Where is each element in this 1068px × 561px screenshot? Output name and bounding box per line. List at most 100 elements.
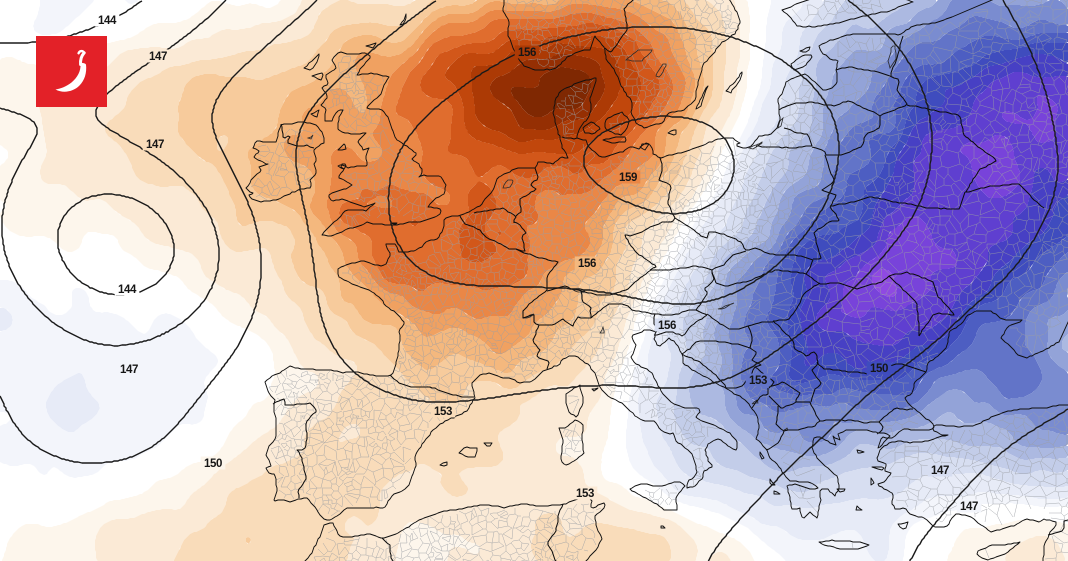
lake-outline	[783, 427, 789, 431]
country-border	[726, 366, 756, 389]
coastline	[602, 136, 627, 144]
chili-pepper-icon	[36, 36, 107, 107]
country-border	[532, 324, 550, 370]
country-border	[805, 273, 821, 285]
country-border	[1047, 519, 1068, 536]
admin-boundaries-layer	[250, 0, 1068, 561]
coastline	[439, 461, 448, 467]
country-border	[768, 395, 797, 409]
country-border	[820, 275, 890, 290]
contour-line-147	[0, 0, 227, 347]
country-border	[381, 537, 394, 561]
contour-label-mask	[430, 404, 456, 418]
country-border	[747, 325, 753, 349]
coastline	[582, 121, 601, 135]
country-border	[746, 247, 814, 261]
contour-line-150	[707, 0, 1059, 561]
coastline	[897, 521, 909, 530]
coastline	[320, 51, 447, 237]
country-border	[515, 167, 539, 217]
contour-label-mask	[94, 13, 120, 27]
country-border	[582, 269, 652, 296]
country-border	[835, 66, 891, 77]
country-border	[813, 206, 840, 260]
coastline	[365, 42, 377, 49]
country-border	[888, 275, 920, 336]
country-border	[810, 361, 822, 403]
pepper-stem-curl	[77, 49, 86, 55]
country-border	[809, 401, 821, 422]
lake-outline	[571, 288, 586, 293]
country-border	[515, 248, 559, 290]
country-border	[879, 89, 908, 117]
country-border	[590, 303, 655, 319]
coastline	[871, 466, 885, 471]
contour-label-mask	[114, 282, 140, 296]
coastline	[304, 498, 606, 561]
contour-label: 147	[149, 51, 167, 63]
contour-label-mask	[866, 361, 892, 375]
coastline	[483, 442, 493, 447]
contour-label: 156	[658, 320, 676, 332]
coastline	[759, 451, 765, 460]
coastline	[781, 0, 914, 28]
coastline-layer	[245, 0, 1068, 561]
contour-line-147	[909, 408, 1068, 561]
coastline	[667, 129, 677, 136]
country-borders-layer	[272, 0, 1068, 561]
lake-outline	[599, 325, 605, 334]
country-border	[280, 123, 315, 149]
country-border	[889, 75, 900, 91]
coastline	[340, 163, 347, 170]
country-border	[747, 321, 773, 327]
country-border	[888, 271, 955, 337]
country-border	[547, 503, 564, 561]
coastline	[264, 0, 1068, 521]
contour-label: 150	[204, 458, 222, 470]
contour-label: 159	[619, 172, 637, 184]
country-border	[272, 398, 317, 498]
coastline	[660, 525, 666, 529]
country-border	[765, 430, 785, 451]
contour-label: 156	[578, 258, 596, 270]
contour-line-156	[387, 26, 840, 305]
country-border	[522, 289, 548, 326]
country-border	[580, 290, 592, 318]
contour-label-mask	[927, 463, 953, 477]
coastline	[855, 505, 863, 511]
contour-labels-layer: 144 147 147 144 147 150 153 156 159 156 156 153 150 1…	[94, 13, 982, 513]
coastline	[311, 72, 324, 81]
contour-label: 150	[870, 363, 888, 375]
index-logo[interactable]	[36, 36, 107, 107]
country-border	[906, 104, 997, 193]
country-border	[473, 207, 517, 223]
country-border	[876, 421, 884, 435]
country-border	[711, 250, 747, 271]
country-border	[655, 309, 696, 316]
lake-outline	[887, 45, 897, 69]
contour-line-150	[0, 0, 318, 464]
contour-line-153	[295, 0, 933, 403]
contour-label: 153	[434, 406, 452, 418]
logo-background	[36, 36, 107, 107]
country-border	[624, 217, 676, 271]
coastline	[799, 46, 811, 53]
lake-outline	[717, 302, 735, 310]
admin-boundaries	[250, 0, 1068, 561]
coastline	[870, 477, 875, 486]
country-border	[820, 419, 879, 424]
lake-outline	[655, 63, 667, 78]
coastline	[639, 142, 650, 151]
coastline	[245, 121, 325, 203]
lake-outline	[777, 116, 784, 129]
contour-label-mask	[956, 499, 982, 513]
coastline	[558, 419, 585, 466]
country-border	[654, 314, 708, 337]
country-border	[830, 191, 966, 210]
contour-label-mask	[514, 45, 540, 59]
country-border	[778, 100, 881, 117]
country-border	[749, 347, 762, 368]
coastline	[629, 481, 686, 511]
